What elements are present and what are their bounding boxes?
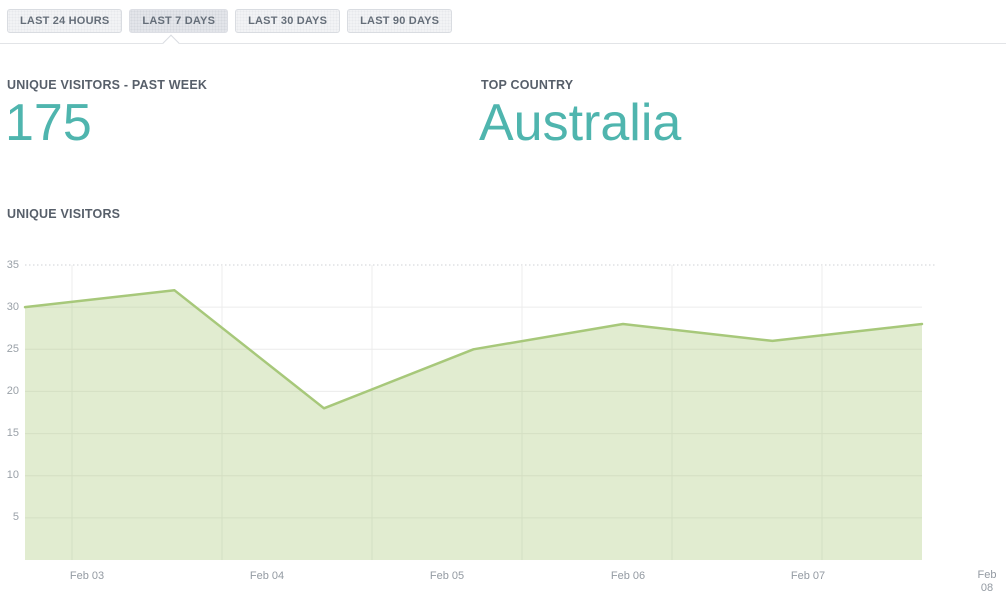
x-axis-label: Feb 06 — [610, 570, 646, 582]
y-axis-label: 10 — [6, 469, 19, 482]
tab-last-24-hours[interactable]: LAST 24 HOURS — [7, 9, 123, 33]
x-axis-label: Feb 07 — [790, 570, 826, 582]
x-axis-label: Feb 05 — [429, 570, 465, 582]
y-axis-label: 15 — [6, 427, 19, 440]
y-axis-label: 20 — [6, 384, 19, 397]
tabs-divider — [0, 43, 1006, 44]
top-country-label: TOP COUNTRY — [481, 78, 574, 92]
unique-visitors-past-week-value: 175 — [5, 94, 92, 152]
y-axis-label: 30 — [6, 300, 19, 313]
y-axis-label: 5 — [12, 511, 19, 524]
tab-last-7-days[interactable]: LAST 7 DAYS — [129, 9, 229, 33]
y-axis-label: 25 — [6, 342, 19, 355]
area-series-fill — [25, 290, 922, 560]
tab-last-90-days[interactable]: LAST 90 DAYS — [347, 9, 453, 33]
x-axis-label: Feb 04 — [249, 570, 285, 582]
chart-title: UNIQUE VISITORS — [7, 207, 121, 221]
unique-visitors-past-week-label: UNIQUE VISITORS - PAST WEEK — [7, 78, 208, 92]
x-axis-label: Feb 03 — [69, 570, 105, 582]
area-series-line — [23, 289, 924, 410]
top-country-value: Australia — [479, 94, 682, 152]
y-axis-label: 35 — [6, 258, 19, 271]
time-range-tabs: LAST 24 HOURS LAST 7 DAYS LAST 30 DAYS L… — [7, 9, 453, 33]
x-axis-label: Feb 08 — [977, 569, 997, 594]
tab-last-30-days[interactable]: LAST 30 DAYS — [235, 9, 341, 33]
